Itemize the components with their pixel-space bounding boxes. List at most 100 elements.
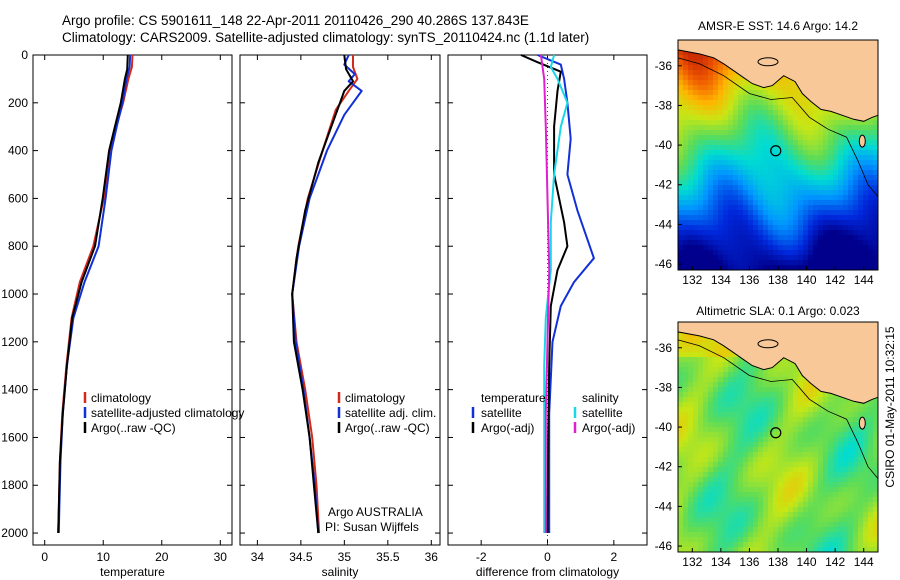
sla-map-pixel <box>703 442 709 448</box>
sla-map-pixel <box>808 517 814 523</box>
sla-map-pixel <box>713 407 719 413</box>
sst-map-pixel <box>803 150 809 156</box>
sla-map-pixel <box>703 457 709 463</box>
sst-map-ytick-label: -38 <box>655 98 673 112</box>
sla-map-pixel <box>713 497 719 503</box>
sst-map-pixel <box>738 165 744 171</box>
sal-xtick-label: 35 <box>338 550 352 564</box>
sla-map-pixel <box>723 452 729 458</box>
sst-map-pixel <box>743 135 749 141</box>
temp-legend-label: Argo(..raw -QC) <box>91 421 176 435</box>
sst-map-pixel <box>713 265 719 271</box>
sla-map-pixel <box>848 402 854 408</box>
sst-map-pixel <box>843 135 849 141</box>
sst-map-pixel <box>873 225 879 231</box>
sla-map-pixel <box>783 427 789 433</box>
sla-map-pixel <box>823 437 829 443</box>
sst-map-pixel <box>823 160 829 166</box>
sla-map-pixel <box>793 507 799 513</box>
sla-map-pixel <box>758 512 764 518</box>
sla-map-pixel <box>838 527 844 533</box>
sst-map-pixel <box>753 115 759 121</box>
sst-map-pixel <box>703 110 709 116</box>
sst-map-pixel <box>783 265 789 271</box>
sla-map-pixel <box>718 447 724 453</box>
sst-map-pixel <box>738 250 744 256</box>
sla-map-pixel <box>863 482 869 488</box>
sst-map-pixel <box>863 235 869 241</box>
sst-map-pixel <box>828 220 834 226</box>
sst-map-pixel <box>743 255 749 261</box>
sst-map-pixel <box>738 195 744 201</box>
sst-map-pixel <box>693 195 699 201</box>
sla-map-pixel <box>788 517 794 523</box>
sst-map-pixel <box>688 260 694 266</box>
sla-map-pixel <box>788 452 794 458</box>
sla-map-pixel <box>698 367 704 373</box>
sst-map-pixel <box>773 115 779 121</box>
sla-map-pixel <box>698 422 704 428</box>
sst-map-pixel <box>708 100 714 106</box>
sst-map-pixel <box>798 205 804 211</box>
sst-map-pixel <box>843 240 849 246</box>
sst-map-pixel <box>823 265 829 271</box>
sst-map-pixel <box>853 120 859 126</box>
sla-map-pixel <box>748 532 754 538</box>
sla-map-pixel <box>768 487 774 493</box>
sla-map-pixel <box>763 372 769 378</box>
sst-map-pixel <box>718 135 724 141</box>
sst-map-pixel <box>758 260 764 266</box>
sst-map-pixel <box>828 180 834 186</box>
sst-map-pixel <box>763 225 769 231</box>
sst-map-pixel <box>743 115 749 121</box>
sst-map-pixel <box>838 240 844 246</box>
sla-map-pixel <box>698 387 704 393</box>
sst-map-pixel <box>868 230 874 236</box>
sst-map-pixel <box>818 265 824 271</box>
sst-map-pixel <box>678 115 684 121</box>
sst-map-pixel <box>808 225 814 231</box>
sst-map-pixel <box>698 85 704 91</box>
sst-map-pixel <box>768 120 774 126</box>
sla-map-pixel <box>753 522 759 528</box>
sla-map-pixel <box>708 437 714 443</box>
sla-map-pixel <box>693 437 699 443</box>
sst-map-pixel <box>723 75 729 81</box>
sla-map-pixel <box>783 447 789 453</box>
sst-map-pixel <box>723 250 729 256</box>
sla-map-pixel <box>733 467 739 473</box>
sla-map-pixel <box>868 442 874 448</box>
sla-map-pixel <box>763 517 769 523</box>
sst-map-pixel <box>748 170 754 176</box>
sla-map-pixel <box>743 512 749 518</box>
sst-map-pixel <box>763 185 769 191</box>
sst-map-pixel <box>803 235 809 241</box>
sst-map-pixel <box>868 200 874 206</box>
sla-map-pixel <box>853 532 859 538</box>
sst-map-pixel <box>728 165 734 171</box>
sla-map-pixel <box>773 462 779 468</box>
sst-map-pixel <box>858 250 864 256</box>
sst-map-pixel <box>788 210 794 216</box>
sla-map-pixel <box>713 382 719 388</box>
sla-map-pixel <box>703 337 709 343</box>
sst-map-pixel <box>698 145 704 151</box>
sst-map-pixel <box>778 240 784 246</box>
sla-map-pixel <box>743 457 749 463</box>
sla-map-pixel <box>788 422 794 428</box>
sst-map-pixel <box>778 220 784 226</box>
sla-map-xtick-label: 136 <box>739 555 759 569</box>
sst-map-pixel <box>853 220 859 226</box>
sst-map-pixel <box>738 180 744 186</box>
sla-map-pixel <box>698 467 704 473</box>
sst-map-pixel <box>788 150 794 156</box>
sla-map-pixel <box>773 497 779 503</box>
sla-map-pixel <box>788 442 794 448</box>
sla-map-pixel <box>833 397 839 403</box>
sst-map-pixel <box>698 75 704 81</box>
sst-map-pixel <box>703 155 709 161</box>
sla-map-pixel <box>743 432 749 438</box>
sla-map-pixel <box>698 537 704 543</box>
sst-map-pixel <box>813 125 819 131</box>
sst-map-pixel <box>738 140 744 146</box>
